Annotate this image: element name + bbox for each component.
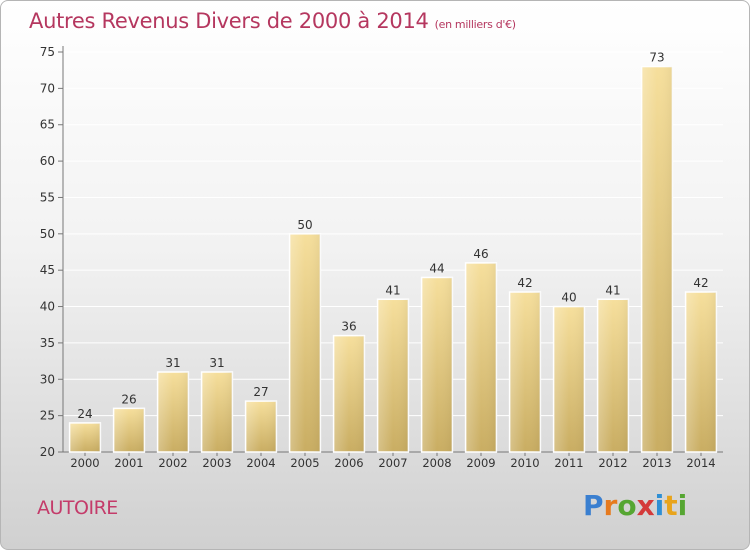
x-tick-label-2005: 2005 [290,456,319,470]
x-tick-label-2006: 2006 [334,456,363,470]
value-label-2007: 41 [385,283,400,297]
value-label-2011: 40 [561,291,576,305]
x-tick-label-2009: 2009 [466,456,495,470]
bar-shine-2013 [641,66,673,452]
proxiti-logo: Proxiti [583,489,687,522]
x-tick-label-2001: 2001 [114,456,143,470]
y-tick-label: 20 [40,445,55,459]
value-label-2012: 41 [605,283,620,297]
bar-shine-2000 [69,422,101,452]
value-label-2009: 46 [473,247,488,261]
brand-letter: i [654,489,665,522]
x-tick-label-2008: 2008 [422,456,451,470]
bar-shine-2001 [113,408,145,452]
x-tick-label-2004: 2004 [246,456,275,470]
y-tick-label: 45 [40,263,55,277]
value-label-2005: 50 [297,218,312,232]
labels: 24 2000 26 2001 31 2002 31 2003 27 2004 50 2005 36 20… [70,51,715,470]
y-tick-label: 35 [40,336,55,350]
brand-letter: i [677,489,688,522]
brand-letter: t [664,489,678,522]
value-label-2010: 42 [517,276,532,290]
y-tick-label: 50 [40,227,55,241]
bar-shine-2003 [201,372,233,452]
y-tick-label: 75 [40,45,55,59]
value-label-2014: 42 [693,276,708,290]
y-tick-label: 60 [40,154,55,168]
bar-shine-2010 [509,292,541,452]
bar-shine-2002 [157,372,189,452]
x-tick-label-2002: 2002 [158,456,187,470]
x-tick-label-2003: 2003 [202,456,231,470]
chart-subtitle: (en milliers d'€) [434,18,516,31]
value-label-2013: 73 [649,51,664,65]
y-tick-label: 65 [40,118,55,132]
chart-title: Autres Revenus Divers de 2000 à 2014 (en … [29,9,516,33]
brand-letter: x [636,489,655,522]
x-tick-label-2012: 2012 [598,456,627,470]
value-label-2004: 27 [253,385,268,399]
bar-shine-2004 [245,401,277,452]
commune-name: AUTOIRE [37,497,118,519]
value-label-2003: 31 [209,356,224,370]
bar-shine-2005 [289,233,321,452]
x-tick-label-2014: 2014 [686,456,715,470]
y-tick-label: 70 [40,81,55,95]
bar-shine-2006 [333,335,365,452]
x-tick-label-2000: 2000 [70,456,99,470]
y-tick-label: 30 [40,372,55,386]
value-label-2000: 24 [77,407,92,421]
x-tick-label-2013: 2013 [642,456,671,470]
value-label-2001: 26 [121,392,136,406]
x-tick-label-2007: 2007 [378,456,407,470]
brand-letter: r [603,489,618,522]
bar-shine-2011 [553,306,585,452]
bar-shine-2007 [377,299,409,452]
bars [68,65,718,453]
y-tick-label: 25 [40,409,55,423]
bar-shine-2014 [685,292,717,452]
brand-letter: P [583,489,604,522]
bar-shine-2012 [597,299,629,452]
y-tick-label: 55 [40,190,55,204]
value-label-2006: 36 [341,320,356,334]
x-tick-label-2011: 2011 [554,456,583,470]
brand-letter: o [617,489,637,522]
bar-shine-2008 [421,277,453,452]
x-tick-label-2010: 2010 [510,456,539,470]
value-label-2008: 44 [429,261,444,275]
bar-shine-2009 [465,262,497,452]
chart-title-text: Autres Revenus Divers de 2000 à 2014 [29,9,429,33]
y-tick-label: 40 [40,300,55,314]
value-label-2002: 31 [165,356,180,370]
